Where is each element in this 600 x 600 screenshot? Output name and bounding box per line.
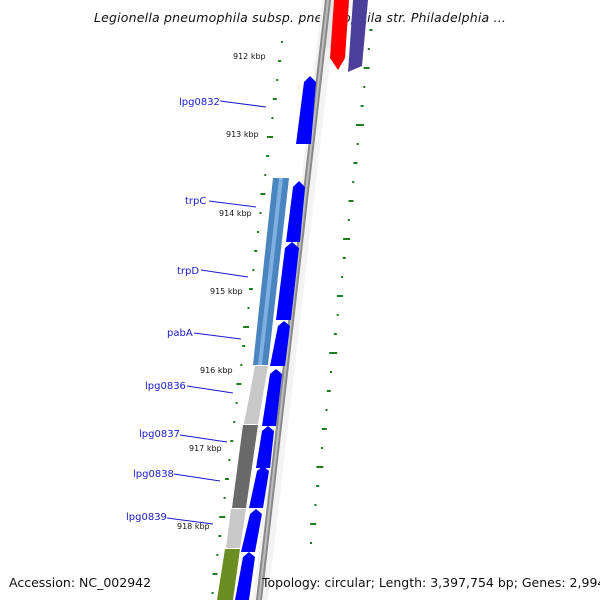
map-title: Legionella pneumophila subsp. pneumophil… bbox=[93, 10, 507, 25]
kbp-label-918: 918 kbp bbox=[177, 522, 210, 531]
strip-dark-gray bbox=[232, 425, 258, 508]
gc-content-track-inner bbox=[211, 41, 283, 594]
gene-label-lpg0836: lpg0836 bbox=[145, 381, 186, 392]
genome-summary-text: Topology: circular; Length: 3,397,754 bp… bbox=[262, 575, 600, 590]
leader-trpC bbox=[208, 200, 257, 208]
gene-arrow-red bbox=[330, 0, 349, 70]
kbp-label-914: 914 kbp bbox=[219, 209, 252, 218]
leader-lpg0838 bbox=[173, 473, 221, 482]
strip-light-gray bbox=[244, 366, 268, 424]
gene-arrow-lpg0838 bbox=[249, 466, 269, 508]
gene-label-lpg0837: lpg0837 bbox=[139, 429, 180, 440]
gene-arrow-lpg0837 bbox=[256, 426, 274, 468]
gene-label-lpg0838: lpg0838 bbox=[133, 469, 174, 480]
gc-content-track-outer bbox=[310, 29, 373, 544]
accession-text: Accession: NC_002942 bbox=[9, 575, 152, 590]
gene-arrow-lpg0832 bbox=[296, 76, 316, 144]
kbp-label-912: 912 kbp bbox=[233, 52, 266, 61]
leader-lpg0837 bbox=[179, 434, 228, 443]
leader-lpg0832 bbox=[219, 100, 267, 108]
gene-arrow-purple bbox=[348, 0, 368, 72]
strip-light-gray-2 bbox=[226, 509, 246, 548]
gene-arrow-trpC bbox=[286, 181, 305, 242]
gene-arrow-trpD bbox=[276, 242, 299, 320]
leader-trpD bbox=[200, 269, 249, 278]
gene-label-pabA: pabA bbox=[167, 328, 193, 339]
kbp-label-915: 915 kbp bbox=[210, 287, 243, 296]
gene-label-trpD: trpD bbox=[177, 266, 199, 277]
gene-arrow-pabA bbox=[270, 321, 290, 366]
gene-arrow-lpg0839 bbox=[241, 509, 262, 552]
gene-label-lpg0832: lpg0832 bbox=[179, 97, 220, 108]
kbp-label-913: 913 kbp bbox=[226, 130, 259, 139]
strip-light-blue-highlight bbox=[258, 178, 283, 365]
gene-arrow-next bbox=[235, 552, 255, 600]
gene-label-lpg0839: lpg0839 bbox=[126, 512, 167, 523]
kbp-label-917: 917 kbp bbox=[189, 444, 222, 453]
gene-label-trpC: trpC bbox=[185, 196, 206, 207]
leader-pabA bbox=[193, 332, 242, 340]
genome-backbone-shine bbox=[258, 0, 329, 600]
strip-olive bbox=[217, 549, 240, 600]
kbp-label-916: 916 kbp bbox=[200, 366, 233, 375]
leader-lpg0839 bbox=[166, 517, 214, 525]
leader-lpg0836 bbox=[186, 385, 234, 394]
gene-arrow-lpg0836 bbox=[262, 369, 282, 426]
